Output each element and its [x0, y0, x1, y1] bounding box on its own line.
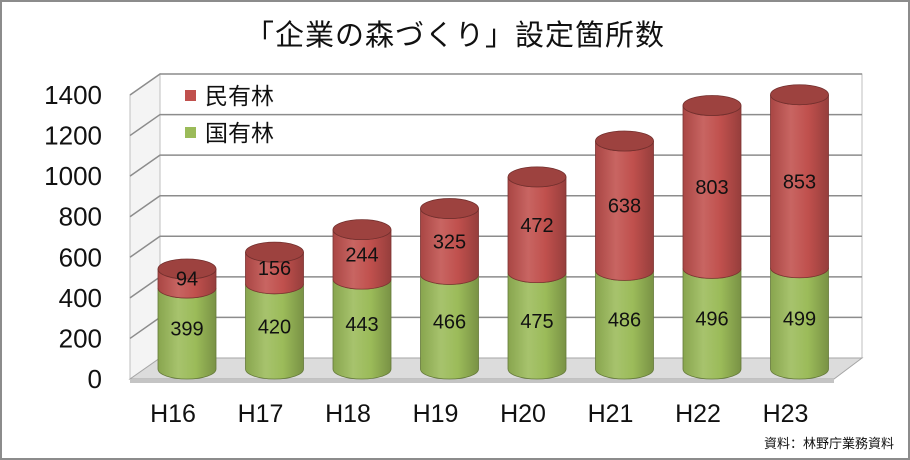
gridline — [129, 73, 862, 96]
legend-label-民有林: 民有林 — [205, 84, 274, 110]
bar-top-H21 — [595, 130, 654, 152]
bar-top-H16 — [157, 258, 217, 280]
y-tick-label: 800 — [59, 202, 102, 232]
x-tick-label: H23 — [763, 400, 809, 428]
cylinder-H22 — [682, 95, 742, 380]
cylinder-H23 — [770, 84, 829, 380]
data-label-民有林-H18: 244 — [345, 244, 378, 266]
data-label-国有林-H22: 496 — [695, 309, 728, 331]
gridline — [129, 113, 862, 137]
data-label-国有林-H20: 475 — [520, 311, 553, 333]
cylinder-H17 — [245, 241, 304, 380]
cylinder-H20 — [507, 166, 567, 380]
x-tick-label: H19 — [413, 400, 459, 428]
y-tick-label: 400 — [59, 283, 102, 313]
y-tick-label: 1000 — [44, 161, 102, 191]
x-tick-label: H17 — [238, 400, 284, 428]
data-label-国有林-H18: 443 — [345, 314, 378, 336]
bar-top-H23 — [770, 84, 829, 106]
legend-swatch-国有林 — [185, 127, 196, 138]
floor — [128, 357, 864, 380]
data-label-国有林-H21: 486 — [608, 310, 641, 332]
y-tick-label: 1400 — [44, 80, 102, 110]
bar-top-H17 — [245, 241, 304, 263]
y-tick-label: 200 — [59, 323, 102, 353]
data-label-民有林-H16: 94 — [176, 269, 198, 291]
bar-top-H19 — [420, 198, 479, 219]
source-note: 資料：林野庁業務資料 — [763, 437, 894, 452]
data-label-民有林-H20: 472 — [520, 215, 553, 237]
floor-edge — [130, 379, 834, 383]
y-tick-label: 1200 — [44, 121, 102, 151]
legend-swatch-民有林 — [185, 90, 196, 101]
chart-title: 「企業の森づくり」設定箇所数 — [244, 18, 665, 52]
x-tick-label: H21 — [588, 400, 634, 428]
y-tick-label: 0 — [88, 364, 102, 394]
side-wall — [129, 73, 161, 380]
cylinder-H21 — [595, 130, 654, 380]
data-label-民有林-H23: 853 — [783, 171, 816, 193]
data-label-国有林-H17: 420 — [258, 316, 291, 338]
x-tick-label: H20 — [500, 400, 546, 428]
legend-label-国有林: 国有林 — [205, 121, 274, 147]
cylinder-H16 — [157, 258, 217, 380]
bar-top-H18 — [332, 219, 392, 241]
data-label-民有林-H17: 156 — [258, 258, 291, 280]
bar-top-H20 — [507, 166, 567, 188]
x-tick-label: H16 — [150, 400, 196, 428]
x-tick-label: H18 — [325, 400, 371, 428]
cylinder-H19 — [420, 198, 479, 380]
cylinder-H18 — [332, 219, 392, 380]
data-label-国有林-H19: 466 — [433, 312, 466, 334]
x-tick-label: H22 — [675, 400, 721, 428]
data-label-民有林-H21: 638 — [608, 196, 641, 218]
data-label-国有林-H23: 499 — [783, 308, 816, 330]
data-label-民有林-H19: 325 — [433, 232, 466, 254]
bar-top-H22 — [682, 95, 742, 116]
data-label-国有林-H16: 399 — [170, 319, 203, 341]
data-label-民有林-H22: 803 — [695, 177, 728, 199]
y-tick-label: 600 — [59, 242, 102, 272]
